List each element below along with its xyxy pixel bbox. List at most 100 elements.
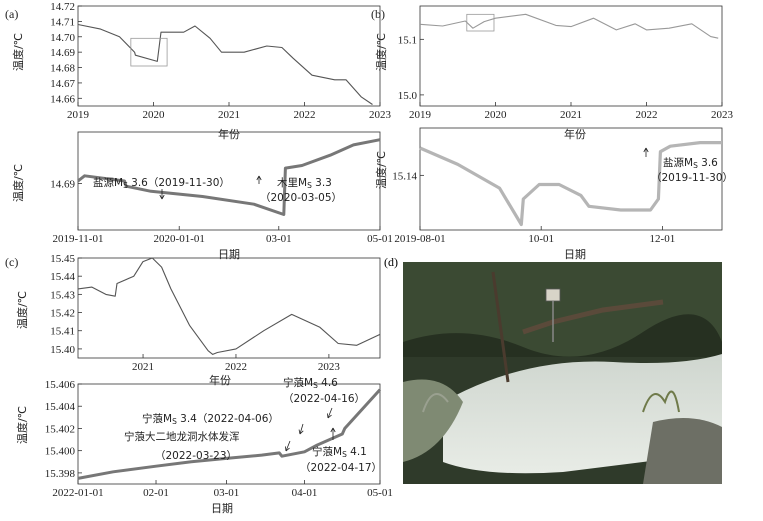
a-top-ylabel: 温度/℃ [11,33,25,71]
c-bot-xtick-label: 05-01 [367,487,393,499]
a-bot-plot: 14.69 2019-11-01 2020-01-01 03-01 05-01 [50,131,393,245]
a-top-xlabel: 年份 [218,127,240,141]
b-bot-ytick-label: 15.14 [392,170,417,182]
c-top-xtick-label: 2023 [318,361,341,373]
b-top-ylabel: 温度/℃ [374,33,388,71]
c-bot-annotation-turbid-date: （2022-03-23） [155,450,237,462]
a-top-xtick-label: 2021 [218,109,240,121]
c-bot-arrow-ninglang41-head [330,427,336,433]
c-top-ytick-label: 15.43 [50,289,75,301]
c-bot-series-line [77,388,382,480]
c-bot-ytick-label: 15.404 [45,401,76,413]
c-bot-xtick-label: 02-01 [143,487,169,499]
a-bot-xtick-label: 05-01 [367,233,393,245]
c-bot-ytick-label: 15.402 [45,423,75,435]
c-bot-annotation-ninglang41-date: （2022-04-17） [300,462,382,474]
c-bot-arrow-turbid-head [285,446,290,452]
c-top-ytick-label: 15.42 [50,308,75,320]
c-top-ytick-label: 15.44 [50,271,75,283]
b-top-xlabel: 年份 [564,127,586,141]
panel-label-d: (d) [384,255,398,269]
c-bot-arrow-ninglang34-head [298,429,304,435]
a-top-ytick-label: 14.67 [50,78,75,90]
c-top-ylabel: 温度/℃ [15,291,29,329]
c-bot-xtick-label: 2022-01-01 [52,487,103,499]
b-bot-annotation-yanyuan: 盐源MS 3.6 [663,156,718,170]
a-top-xtick-label: 2023 [369,109,392,121]
field-photo [403,262,722,484]
b-bot-xtick-label: 2019-08-01 [394,233,445,245]
a-bot-arrow-muli-head [256,175,262,181]
c-bot-arrow-ninglang46 [327,407,333,419]
a-top-zoom-box [130,37,168,67]
c-bot-annotation-ninglang46-date: （2022-04-16） [283,393,365,405]
c-bot-annotation-ninglang41: 宁蒗MS 4.1 [312,445,367,459]
a-top-frame [77,5,381,107]
a-bot-xlabel: 日期 [218,248,240,261]
a-bot-xtick-label: 03-01 [266,233,292,245]
panel-label-b: (b) [371,7,385,21]
a-bot-xtick-label: 2019-11-01 [53,233,104,245]
c-top-plot: 15.45 15.44 15.43 15.42 15.41 15.40 2021 2022 20… [50,253,381,373]
c-bot-annotation-ninglang34: 宁蒗MS 3.4（2022-04-06） [142,412,279,426]
b-bot-xtick-label: 10-01 [528,233,554,245]
b-top-xtick-label: 2020 [485,109,508,121]
c-top-xtick-label: 2022 [225,361,247,373]
b-top-xtick-label: 2023 [711,109,734,121]
b-bot-series-line [419,141,722,227]
a-top-xtick-label: 2022 [294,109,316,121]
c-top-ytick-label: 15.45 [50,253,75,265]
b-bot-arrow-yanyuan-head [643,147,649,153]
b-top-zoom-box [466,13,495,32]
c-top-frame [77,257,381,359]
a-top-plot: 14.72 14.71 14.70 14.69 14.68 14.67 14.66 2019 2… [50,1,391,121]
a-top-xtick-label: 2019 [67,109,90,121]
c-top-xtick-label: 2021 [132,361,154,373]
c-bot-xlabel: 日期 [211,502,233,515]
charts-layer: 14.72 14.71 14.70 14.69 14.68 14.67 14.66 2019 2… [45,1,734,499]
c-bot-annotation-turbid: 宁蒗大二地龙洞水体发浑 [124,430,240,443]
b-top-ytick-label: 15.1 [398,34,417,46]
c-bot-xtick-label: 04-01 [292,487,318,499]
c-top-xlabel: 年份 [209,373,231,387]
field-photo-illustration [403,262,722,484]
b-top-plot: 15.1 15.0 2019 2020 2021 2022 2023 [398,5,734,121]
a-bot-series-line [77,138,381,216]
a-top-xtick-label: 2020 [143,109,166,121]
a-bot-annotation-muli-date: （2020-03-05） [260,192,342,204]
a-top-ytick-label: 14.69 [50,47,75,59]
a-bot-annotation-yanyuan: 盐源MS 3.6（2019-11-30） [93,176,230,190]
a-top-ytick-label: 14.68 [50,63,75,75]
a-top-ytick-label: 14.71 [50,16,75,28]
b-bot-frame [419,127,723,231]
panel-label-a: (a) [5,7,18,21]
b-bot-xtick-label: 12-01 [650,233,676,245]
c-bot-ytick-label: 15.400 [45,446,76,458]
c-bot-ytick-label: 15.398 [45,468,76,480]
a-top-series-line [77,23,373,105]
a-bot-annotation-muli: 木里MS 3.3 [277,177,332,190]
c-bot-frame [77,383,381,485]
a-top-ytick-label: 14.72 [50,1,75,13]
c-top-ytick-label: 15.41 [50,326,75,338]
a-bot-ylabel: 温度/℃ [11,164,25,202]
c-bot-xtick-label: 03-01 [214,487,240,499]
c-bot-annotation-ninglang46: 宁蒗MS 4.6 [283,376,338,390]
c-bot-ytick-label: 15.406 [45,379,76,391]
annotations-layer: 盐源MS 3.6（2019-11-30） 木里MS 3.3 （2020-03-05）… [93,147,733,474]
c-bot-arrow-ninglang46-head [327,413,332,419]
b-top-xtick-label: 2021 [560,109,582,121]
a-top-ytick-label: 14.66 [50,93,75,105]
c-bot-ylabel: 温度/℃ [15,406,29,444]
c-bot-arrow-ninglang34 [299,423,304,435]
b-top-ytick-label: 15.0 [398,90,418,102]
c-top-series-line [77,257,381,355]
b-bot-ylabel: 温度/℃ [374,151,388,189]
b-bot-xlabel: 日期 [564,248,586,261]
a-top-ytick-label: 14.70 [50,32,75,44]
a-bot-xtick-label: 2020-01-01 [154,233,205,245]
b-top-xtick-label: 2022 [636,109,658,121]
c-bot-arrow-turbid [285,440,291,452]
c-bot-plot: 15.406 15.404 15.402 15.400 15.398 2022-01-01… [45,379,393,499]
